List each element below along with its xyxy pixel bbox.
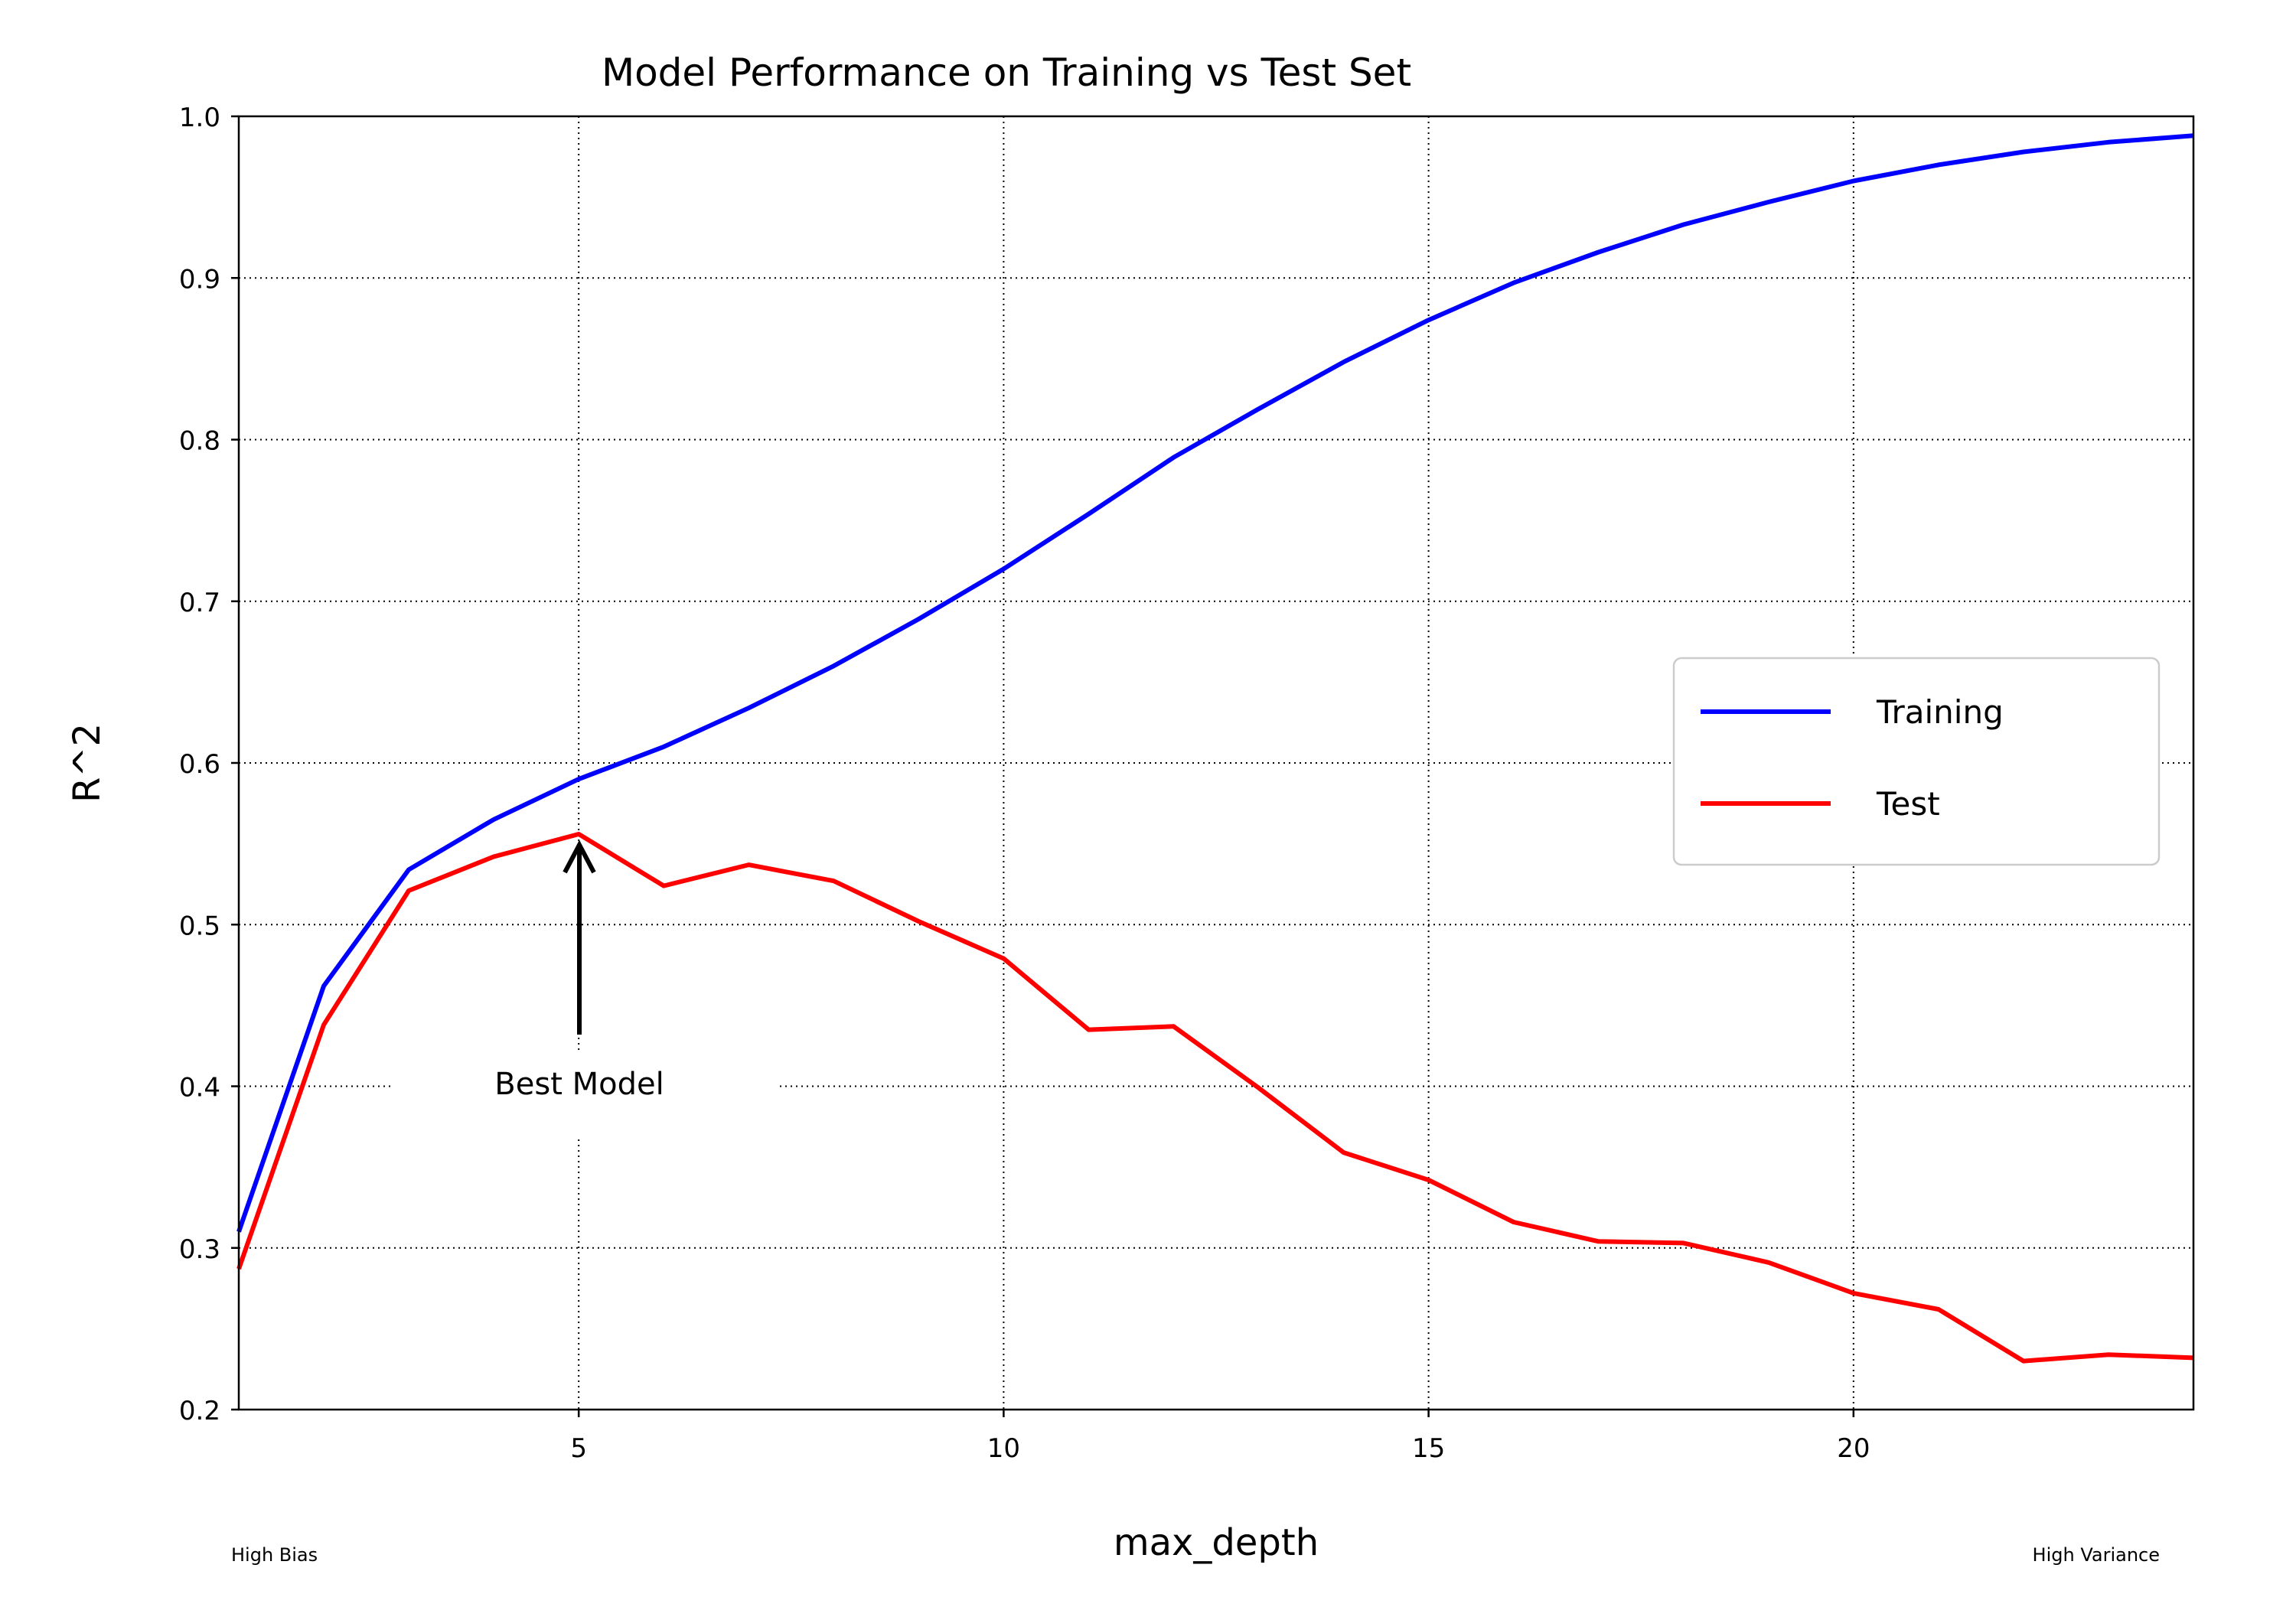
y-tick-label: 0.5 bbox=[179, 911, 220, 941]
x-tick-label: 5 bbox=[570, 1433, 587, 1464]
high-bias-label: High Bias bbox=[231, 1544, 318, 1566]
y-axis-title: R^2 bbox=[66, 723, 109, 803]
annotation-background bbox=[394, 1050, 777, 1138]
annotation-arrow-head bbox=[563, 839, 596, 874]
y-tick-label: 0.9 bbox=[179, 264, 220, 295]
series-line-test bbox=[236, 832, 2194, 1364]
best-model-annotation: Best Model bbox=[394, 839, 777, 1138]
annotation-text: Best Model bbox=[494, 1067, 664, 1102]
chart-title: Model Performance on Training vs Test Se… bbox=[602, 51, 1411, 95]
y-tick-label: 0.8 bbox=[179, 426, 220, 457]
y-tick-label: 0.4 bbox=[179, 1073, 220, 1103]
x-tick-label: 10 bbox=[987, 1433, 1020, 1464]
series-line-training bbox=[236, 133, 2194, 1233]
legend: Training Test bbox=[1672, 657, 2161, 866]
legend-label-test: Test bbox=[1876, 785, 1940, 823]
y-axis-ticks: 0.2 0.3 0.4 0.5 0.6 0.7 0.8 0.9 1.0 bbox=[179, 103, 239, 1426]
high-variance-label: High Variance bbox=[2033, 1544, 2160, 1566]
series-layer bbox=[236, 133, 2194, 1364]
x-tick-label: 15 bbox=[1412, 1433, 1445, 1464]
x-axis-ticks: 5 10 15 20 bbox=[570, 1410, 1870, 1464]
y-tick-label: 0.3 bbox=[179, 1234, 220, 1265]
legend-frame bbox=[1672, 657, 2161, 866]
legend-label-training: Training bbox=[1876, 693, 2004, 731]
x-axis-title: max_depth bbox=[1114, 1521, 1319, 1564]
y-tick-label: 0.6 bbox=[179, 749, 220, 780]
x-tick-label: 20 bbox=[1837, 1433, 1870, 1464]
y-tick-label: 1.0 bbox=[179, 103, 220, 133]
y-tick-label: 0.2 bbox=[179, 1396, 220, 1426]
y-tick-label: 0.7 bbox=[179, 588, 220, 618]
